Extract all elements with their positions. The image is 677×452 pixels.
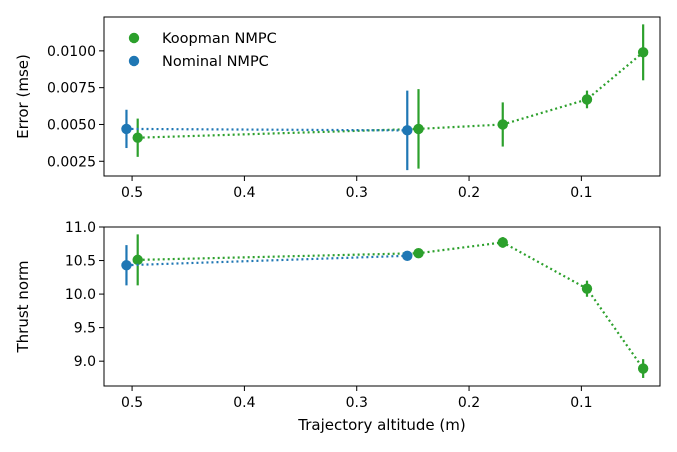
axes-frame: [103, 16, 661, 177]
legend-label: Nominal NMPC: [162, 54, 269, 70]
legend-label: Koopman NMPC: [162, 31, 277, 47]
data-point: [497, 119, 508, 130]
data-point: [121, 260, 132, 271]
y-tick-label: 0.0025: [47, 154, 96, 170]
x-tick-label: 0.3: [346, 395, 368, 411]
series-line: [137, 241, 645, 370]
y-axis-label: Error (mse): [14, 54, 32, 139]
data-point: [121, 123, 132, 135]
x-tick-label: 0.5: [121, 395, 143, 411]
series-nominal-nmpc: [121, 90, 413, 171]
y-tick-label: 11.0: [65, 220, 96, 236]
x-tick-label: 0.4: [233, 395, 255, 411]
y-tick-label: 0.0050: [47, 117, 96, 133]
error-panel: 0.5 0.4 0.3 0.2 0.1 0.0025 0.0050 0.0075 0.0100 E…: [14, 16, 661, 201]
x-tick-label: 0.5: [121, 185, 143, 201]
y-tick-label: 9.5: [74, 321, 96, 337]
y-tick-label: 0.0075: [47, 81, 96, 97]
y-tick-label: 0.0100: [47, 44, 96, 60]
data-point: [132, 132, 143, 143]
axes-frame: [103, 226, 661, 387]
legend-marker: [128, 32, 140, 44]
legend: Koopman NMPC Nominal NMPC: [128, 31, 277, 70]
x-tick-label: 0.3: [346, 185, 368, 201]
data-point: [637, 363, 649, 374]
x-tick-label: 0.2: [458, 185, 480, 201]
series-nominal-nmpc: [121, 245, 413, 286]
data-point: [413, 247, 424, 259]
x-tick-label: 0.2: [458, 395, 480, 411]
x-tick-label: 0.4: [233, 185, 255, 201]
data-point: [402, 125, 413, 136]
data-point: [581, 283, 593, 294]
y-tick-label: 10.5: [65, 254, 96, 270]
data-point: [637, 47, 649, 58]
x-tick-label: 0.1: [570, 185, 592, 201]
thrust-panel: 0.5 0.4 0.3 0.2 0.1 9.0 9.5 10.0 10.5 11.0 Thrust …: [14, 220, 661, 434]
data-point: [132, 254, 143, 266]
series-line: [126, 127, 408, 132]
x-axis-label: Trajectory altitude (m): [297, 416, 465, 434]
y-tick-label: 10.0: [65, 287, 96, 303]
data-point: [413, 123, 424, 135]
legend-marker: [128, 55, 140, 67]
data-point: [402, 250, 413, 262]
data-point: [581, 94, 593, 105]
series-line: [126, 254, 408, 267]
series-koopman-nmpc: [132, 24, 649, 169]
series-koopman-nmpc: [132, 234, 649, 378]
y-tick-label: 9.0: [74, 354, 96, 370]
y-axis-label: Thrust norm: [14, 260, 32, 353]
data-point: [497, 237, 508, 248]
x-tick-label: 0.1: [570, 395, 592, 411]
